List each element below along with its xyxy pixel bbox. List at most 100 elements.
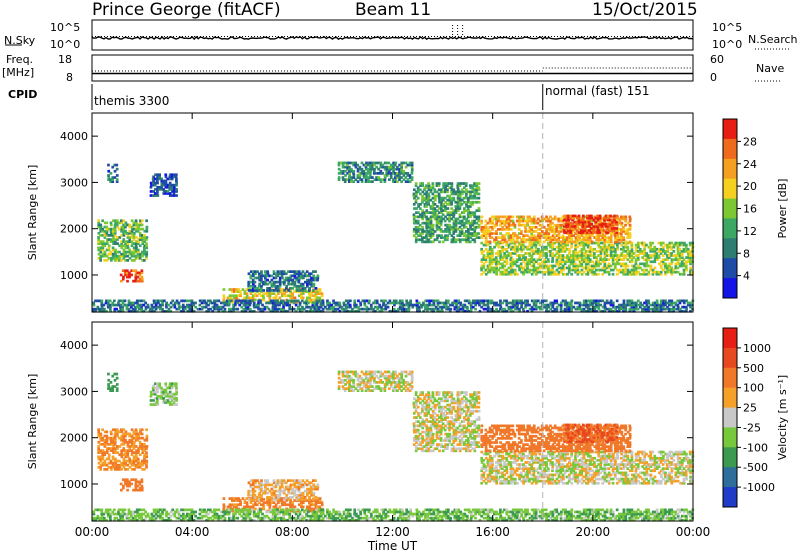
- power-cell: [286, 300, 289, 303]
- power-cell: [499, 241, 502, 244]
- power-cell: [603, 229, 606, 232]
- power-cell: [141, 269, 144, 272]
- power-cell: [673, 250, 676, 253]
- velocity-cell: [114, 385, 117, 388]
- power-cell: [459, 182, 462, 185]
- power-cell: [159, 304, 162, 307]
- power-cell: [175, 188, 178, 191]
- power-cell: [491, 232, 494, 235]
- power-cell: [482, 250, 485, 253]
- power-cell: [97, 219, 100, 222]
- power-cell: [491, 248, 494, 251]
- power-cell: [294, 297, 297, 300]
- power-cell: [175, 194, 178, 197]
- power-cell: [633, 256, 636, 259]
- power-cell: [129, 236, 132, 239]
- power-cell: [116, 255, 119, 258]
- power-cell: [120, 259, 123, 262]
- power-cell: [254, 285, 257, 288]
- power-cell: [624, 216, 627, 219]
- power-cell: [178, 302, 181, 305]
- power-cell: [482, 300, 485, 303]
- power-echo-region-6: [338, 162, 414, 183]
- power-cell: [608, 244, 611, 247]
- power-cell: [670, 242, 673, 245]
- power-cell: [429, 241, 432, 244]
- power-cell: [150, 194, 153, 197]
- power-cell: [389, 300, 392, 303]
- power-cell: [478, 216, 481, 219]
- power-cell: [583, 267, 586, 270]
- power-cell: [662, 242, 665, 245]
- power-cell: [419, 207, 422, 210]
- power-cell: [537, 267, 540, 270]
- power-cell: [315, 300, 318, 303]
- velocity-echo-region-0: [97, 428, 148, 470]
- power-cell: [480, 306, 483, 309]
- power-cell: [475, 182, 478, 185]
- power-cell: [130, 274, 133, 277]
- power-cell: [239, 290, 242, 293]
- power-cell: [597, 273, 600, 276]
- power-cell: [432, 182, 435, 185]
- power-cell: [610, 265, 613, 268]
- power-cell: [609, 215, 612, 218]
- power-cell: [481, 216, 484, 219]
- power-cell: [139, 244, 142, 247]
- power-cell: [171, 184, 174, 187]
- power-cell: [101, 219, 104, 222]
- power-cell: [473, 220, 476, 223]
- velocity-cell: [126, 468, 129, 471]
- power-cell: [135, 219, 138, 222]
- power-cell: [512, 258, 515, 261]
- power-cell: [478, 193, 481, 196]
- power-cell: [563, 219, 566, 222]
- power-cell: [289, 270, 292, 273]
- power-cell: [334, 308, 337, 311]
- power-cell: [589, 300, 592, 303]
- velocity-cell: [135, 428, 138, 431]
- power-cell: [551, 265, 554, 268]
- power-cell: [146, 236, 149, 239]
- power-cell: [571, 300, 574, 303]
- power-cell: [194, 302, 197, 305]
- power-cell: [106, 226, 109, 229]
- power-cell: [101, 300, 104, 303]
- power-cell: [279, 297, 282, 300]
- power-cell: [442, 230, 445, 233]
- power-cell: [103, 259, 106, 262]
- power-cell: [683, 269, 686, 272]
- power-cell: [637, 308, 640, 311]
- power-cell: [230, 300, 233, 303]
- power-cell: [625, 241, 628, 244]
- power-cell: [551, 302, 554, 305]
- velocity-cell: [128, 458, 131, 461]
- power-cell: [363, 170, 366, 173]
- power-cell: [249, 281, 252, 284]
- nsky-trace: [92, 37, 693, 39]
- power-cell: [654, 267, 657, 270]
- power-cell: [175, 173, 178, 176]
- noise-panel-frame: [92, 20, 693, 50]
- velocity-cell: [175, 403, 178, 406]
- power-cell: [405, 308, 408, 311]
- power-cell: [94, 300, 97, 303]
- power-cell: [421, 226, 424, 229]
- power-cell: [464, 304, 467, 307]
- power-cell: [124, 300, 127, 303]
- power-cell: [624, 224, 627, 227]
- power-cell: [140, 300, 143, 303]
- power-cell: [444, 220, 447, 223]
- power-cell: [670, 300, 673, 303]
- power-cell: [434, 203, 437, 206]
- power-cell: [236, 300, 239, 303]
- power-cell: [141, 224, 144, 227]
- power-cell: [478, 236, 481, 239]
- velocity-cell: [129, 445, 132, 448]
- velocity-cell: [108, 466, 111, 469]
- power-cell: [442, 213, 445, 216]
- power-cell: [593, 252, 596, 255]
- power-cell: [495, 256, 498, 259]
- power-cell: [468, 300, 471, 303]
- power-cell: [249, 285, 252, 288]
